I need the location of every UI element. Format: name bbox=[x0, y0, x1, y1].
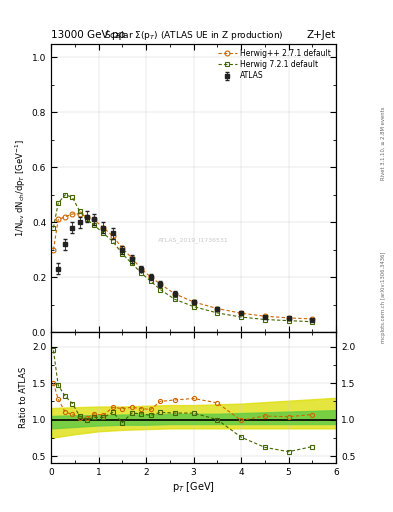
Herwig 7.2.1 default bbox=[110, 239, 115, 245]
Herwig++ 2.7.1 default bbox=[158, 281, 163, 287]
Herwig 7.2.1 default bbox=[191, 304, 196, 310]
Herwig 7.2.1 default bbox=[286, 317, 291, 324]
Herwig++ 2.7.1 default bbox=[263, 313, 267, 319]
Herwig++ 2.7.1 default bbox=[120, 245, 125, 251]
Herwig 7.2.1 default bbox=[172, 296, 177, 302]
Herwig 7.2.1 default bbox=[120, 251, 125, 257]
Herwig++ 2.7.1 default bbox=[56, 217, 61, 223]
Herwig++ 2.7.1 default bbox=[239, 310, 243, 316]
Herwig 7.2.1 default bbox=[92, 222, 96, 228]
Herwig 7.2.1 default bbox=[129, 261, 134, 267]
Herwig++ 2.7.1 default bbox=[84, 214, 89, 220]
Herwig++ 2.7.1 default bbox=[101, 225, 106, 231]
Herwig 7.2.1 default bbox=[63, 191, 68, 198]
Herwig++ 2.7.1 default bbox=[63, 214, 68, 220]
Herwig++ 2.7.1 default bbox=[129, 255, 134, 261]
Herwig 7.2.1 default bbox=[56, 200, 61, 206]
Herwig 7.2.1 default bbox=[215, 310, 220, 316]
Herwig++ 2.7.1 default bbox=[77, 211, 82, 217]
Herwig 7.2.1 default bbox=[51, 225, 56, 231]
Herwig++ 2.7.1 default bbox=[110, 233, 115, 239]
Line: Herwig 7.2.1 default: Herwig 7.2.1 default bbox=[51, 193, 315, 324]
Herwig++ 2.7.1 default bbox=[139, 266, 144, 272]
Legend: Herwig++ 2.7.1 default, Herwig 7.2.1 default, ATLAS: Herwig++ 2.7.1 default, Herwig 7.2.1 def… bbox=[216, 47, 332, 82]
Title: Scalar $\Sigma$(p$_T$) (ATLAS UE in Z production): Scalar $\Sigma$(p$_T$) (ATLAS UE in Z pr… bbox=[104, 29, 283, 42]
Herwig 7.2.1 default bbox=[158, 287, 163, 293]
Herwig 7.2.1 default bbox=[139, 270, 144, 276]
Y-axis label: 1/N$_{\mathregular{ev}}$ dN$_{\mathregular{ch}}$/dp$_T$ [GeV$^{-1}$]: 1/N$_{\mathregular{ev}}$ dN$_{\mathregul… bbox=[13, 139, 28, 237]
Herwig 7.2.1 default bbox=[263, 316, 267, 323]
Herwig 7.2.1 default bbox=[70, 195, 75, 201]
Herwig 7.2.1 default bbox=[77, 208, 82, 215]
Text: 13000 GeV pp: 13000 GeV pp bbox=[51, 30, 125, 40]
Text: ATLAS_2019_I1736531: ATLAS_2019_I1736531 bbox=[158, 237, 229, 243]
Herwig 7.2.1 default bbox=[310, 318, 315, 325]
Herwig++ 2.7.1 default bbox=[310, 316, 315, 322]
Text: Rivet 3.1.10, ≥ 2.8M events: Rivet 3.1.10, ≥ 2.8M events bbox=[381, 106, 386, 180]
Line: Herwig++ 2.7.1 default: Herwig++ 2.7.1 default bbox=[51, 211, 315, 322]
Herwig++ 2.7.1 default bbox=[149, 274, 153, 280]
Text: mcplots.cern.ch [arXiv:1306.3436]: mcplots.cern.ch [arXiv:1306.3436] bbox=[381, 251, 386, 343]
Herwig++ 2.7.1 default bbox=[172, 291, 177, 297]
Text: Z+Jet: Z+Jet bbox=[307, 30, 336, 40]
Herwig++ 2.7.1 default bbox=[92, 217, 96, 223]
Herwig++ 2.7.1 default bbox=[70, 211, 75, 217]
Herwig++ 2.7.1 default bbox=[51, 247, 56, 253]
Herwig 7.2.1 default bbox=[239, 314, 243, 320]
Herwig++ 2.7.1 default bbox=[191, 299, 196, 305]
Herwig 7.2.1 default bbox=[101, 230, 106, 236]
Herwig 7.2.1 default bbox=[84, 217, 89, 223]
Herwig++ 2.7.1 default bbox=[286, 315, 291, 321]
Y-axis label: Ratio to ATLAS: Ratio to ATLAS bbox=[19, 367, 28, 429]
Herwig 7.2.1 default bbox=[149, 278, 153, 284]
X-axis label: p$_T$ [GeV]: p$_T$ [GeV] bbox=[172, 480, 215, 494]
Herwig++ 2.7.1 default bbox=[215, 306, 220, 312]
